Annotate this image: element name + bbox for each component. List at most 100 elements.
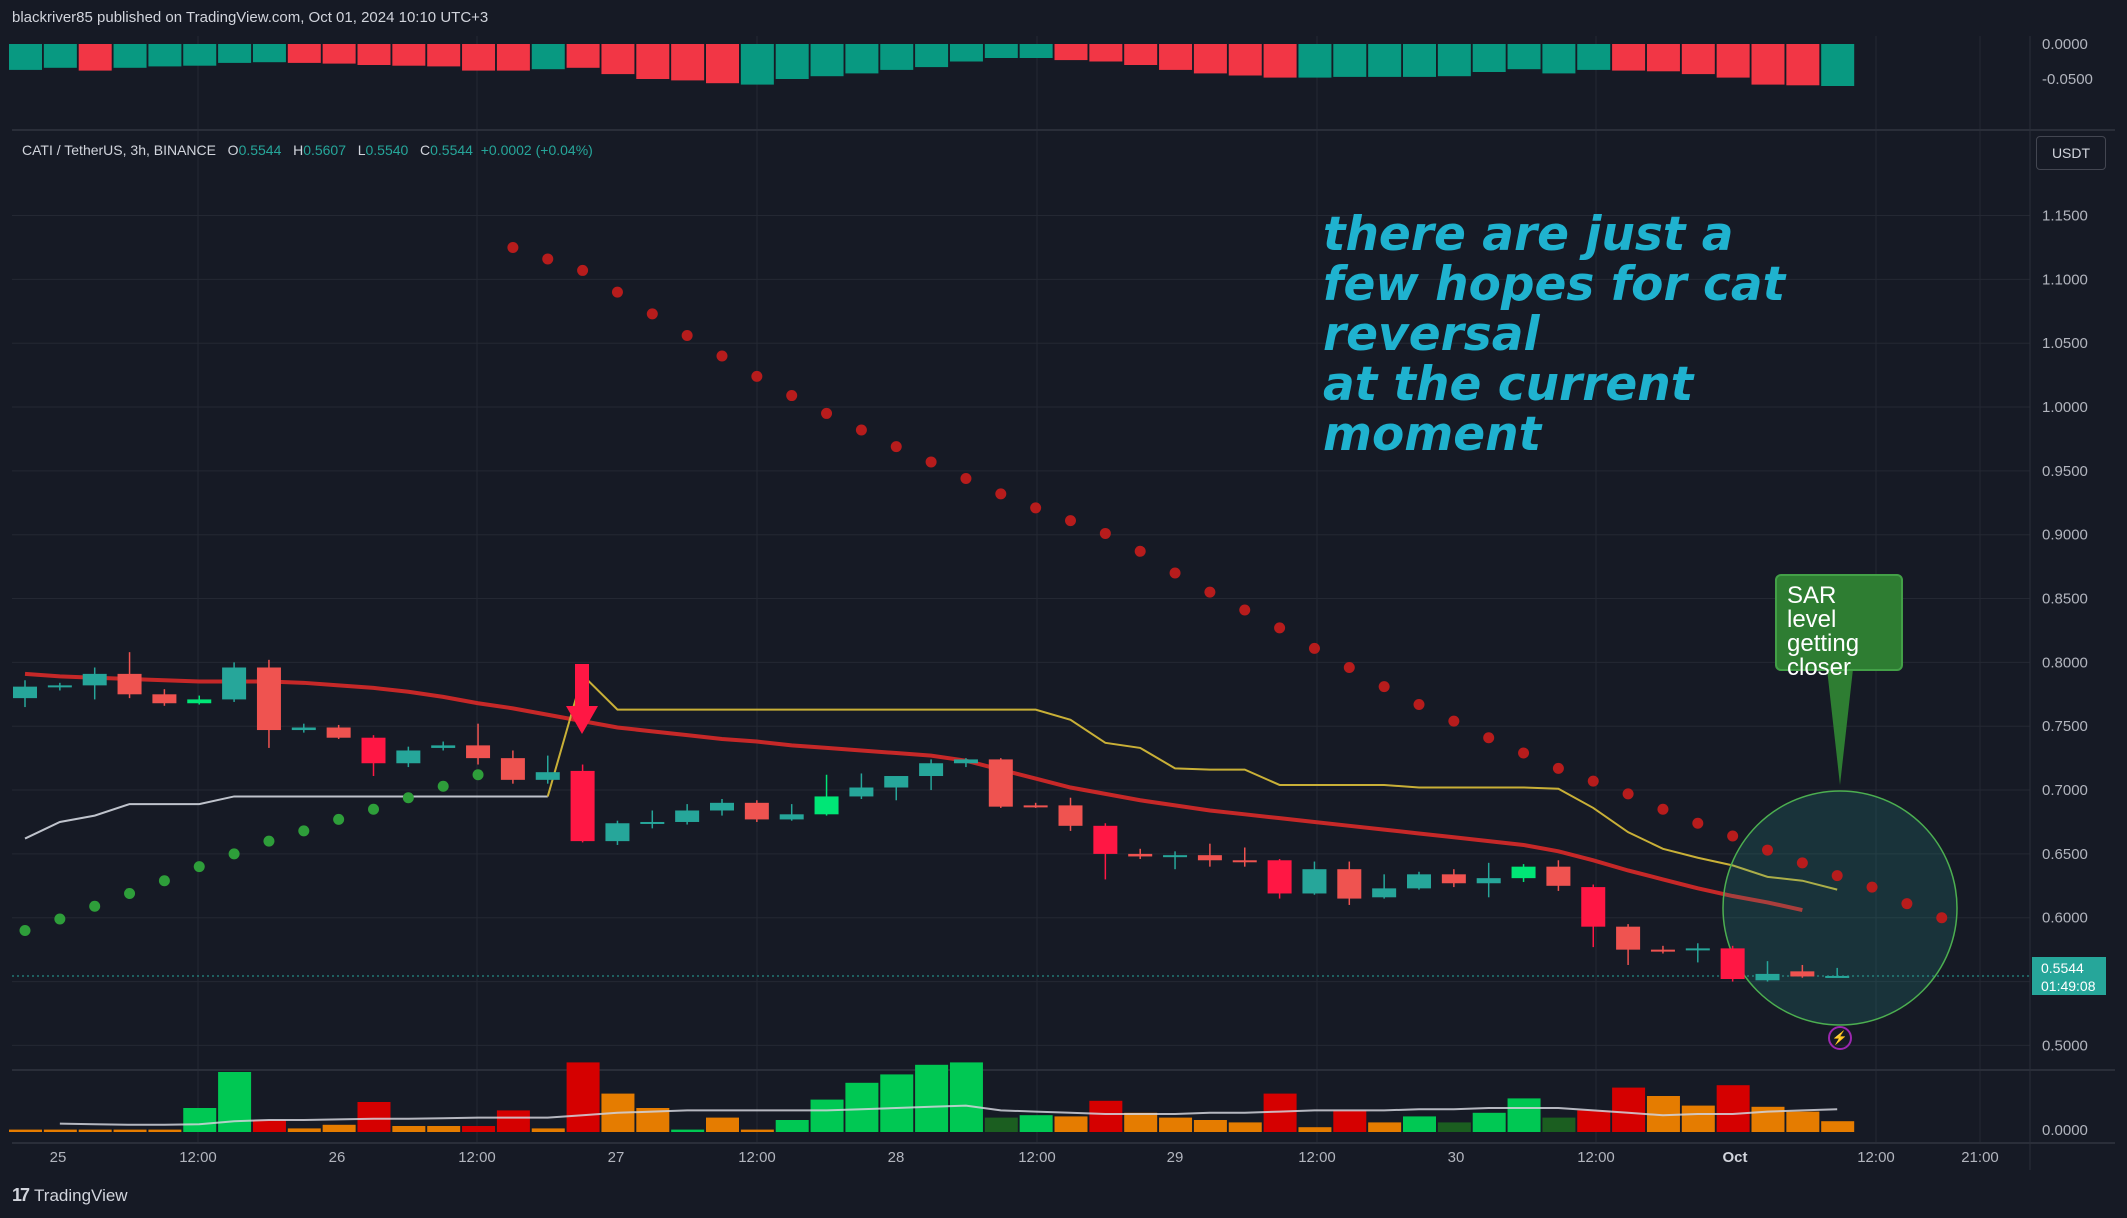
bar-countdown: 01:49:08 — [2041, 978, 2096, 994]
y-tick-label: 0.6500 — [2042, 846, 2088, 863]
symbol-legend: CATI / TetherUS, 3h, BINANCE O0.5544 H0.… — [22, 142, 593, 158]
oscillator-bar — [1681, 44, 1715, 75]
oscillator-bar — [740, 44, 774, 85]
volume-bar — [427, 1126, 461, 1132]
candle-body — [1650, 949, 1675, 952]
candle-body — [1232, 860, 1257, 863]
sar-dot-bearish — [1901, 898, 1913, 910]
sar-dot-bearish — [1378, 681, 1390, 693]
candle-body — [535, 772, 560, 780]
sar-dot-bearish — [716, 350, 728, 362]
volume-bar — [1542, 1117, 1576, 1132]
sar-dot-bearish — [1134, 545, 1146, 557]
sar-dot-bearish — [1692, 817, 1704, 829]
currency-unit-button[interactable]: USDT — [2036, 136, 2106, 170]
candle-body — [1720, 948, 1745, 980]
osc-tick-label: -0.0500 — [2042, 71, 2093, 88]
oscillator-bar — [287, 44, 321, 63]
sar-dot-bullish — [228, 848, 240, 860]
candle-body — [82, 673, 107, 686]
sar-dot-bearish — [1796, 857, 1808, 869]
candle-body — [466, 745, 491, 759]
oscillator-bar — [183, 44, 217, 66]
oscillator-bar — [148, 44, 182, 67]
volume-bar — [775, 1120, 809, 1132]
y-tick-label: 0.7000 — [2042, 782, 2088, 799]
candle-body — [1511, 866, 1536, 879]
volume-bar — [43, 1129, 77, 1132]
sar-dot-bearish — [611, 286, 623, 298]
oscillator-bar — [9, 44, 42, 70]
x-tick-label: 26 — [329, 1149, 346, 1166]
oscillator-bar — [1228, 44, 1262, 76]
candle-body — [47, 685, 72, 688]
y-tick-label: 0.7500 — [2042, 718, 2088, 735]
oscillator-bar — [706, 44, 739, 84]
oscillator-bar — [1263, 44, 1297, 78]
volume-average-line — [59, 1104, 1838, 1126]
volume-bar — [287, 1128, 321, 1132]
oscillator-bar — [949, 44, 983, 62]
sar-dot-bearish — [1343, 661, 1355, 673]
volume-bar — [1716, 1085, 1750, 1132]
volume-bar — [1193, 1120, 1227, 1132]
sar-dot-bullish — [402, 792, 414, 804]
candle-body — [1755, 973, 1780, 981]
sar-dot-bearish — [1831, 870, 1843, 882]
current-price-value: 0.5544 — [2041, 960, 2084, 976]
volume-bar — [915, 1064, 949, 1132]
volume-bar — [1507, 1098, 1541, 1132]
volume-bar — [1019, 1115, 1053, 1132]
oscillator-bar — [1124, 44, 1158, 65]
volume-bar — [880, 1074, 914, 1132]
sar-dot-bearish — [1413, 699, 1425, 711]
y-tick-label: 1.1000 — [2042, 271, 2088, 288]
candle-body — [988, 759, 1013, 807]
candle-body — [1023, 805, 1048, 808]
sar-dot-bearish — [1622, 788, 1634, 800]
x-tick-label: Oct — [1722, 1149, 1747, 1166]
volume-bar — [671, 1129, 705, 1132]
y-tick-label: 0.8000 — [2042, 654, 2088, 671]
y-tick-label: 0.5000 — [2042, 1037, 2088, 1054]
sar-dot-bearish — [542, 253, 554, 265]
x-tick-label: 12:00 — [738, 1149, 776, 1166]
volume-bar — [9, 1129, 42, 1132]
lightning-icon[interactable]: ⚡ — [1828, 1026, 1852, 1050]
x-tick-label: 27 — [608, 1149, 625, 1166]
x-tick-label: 12:00 — [1857, 1149, 1895, 1166]
candle-body — [256, 667, 281, 731]
volume-bar — [357, 1102, 391, 1132]
volume-bar — [462, 1126, 496, 1132]
sar-dot-bearish — [1169, 567, 1181, 579]
support-line — [24, 795, 548, 840]
tradingview-brand[interactable]: 17 TradingView — [12, 1185, 128, 1206]
candle-body — [187, 699, 212, 704]
sell-arrow-icon — [566, 664, 598, 734]
volume-bar — [252, 1120, 286, 1132]
candle-body — [953, 759, 978, 764]
candle-body — [396, 750, 421, 764]
sar-dot-bearish — [786, 390, 798, 402]
candle-body — [117, 673, 142, 695]
sar-dot-bearish — [1065, 515, 1076, 527]
oscillator-bar — [880, 44, 914, 70]
oscillator-bar — [392, 44, 426, 66]
y-tick-label: 0.6000 — [2042, 910, 2088, 927]
sar-dot-bearish — [1866, 881, 1878, 893]
oscillator-bar — [636, 44, 670, 79]
oscillator-bar — [1507, 44, 1541, 70]
oscillator-bar — [1786, 44, 1820, 86]
candle-body — [570, 770, 595, 842]
volume-bar — [1577, 1110, 1611, 1132]
oscillator-bar — [1716, 44, 1750, 78]
volume-bar — [1681, 1105, 1715, 1132]
open-label: O — [227, 142, 239, 158]
volume-bar — [392, 1126, 426, 1132]
sar-dot-bullish — [89, 900, 101, 912]
candle-body — [919, 763, 944, 777]
trailing-stop-line — [546, 673, 1838, 891]
oscillator-bar — [671, 44, 705, 81]
close-value: 0.5544 — [430, 142, 473, 158]
